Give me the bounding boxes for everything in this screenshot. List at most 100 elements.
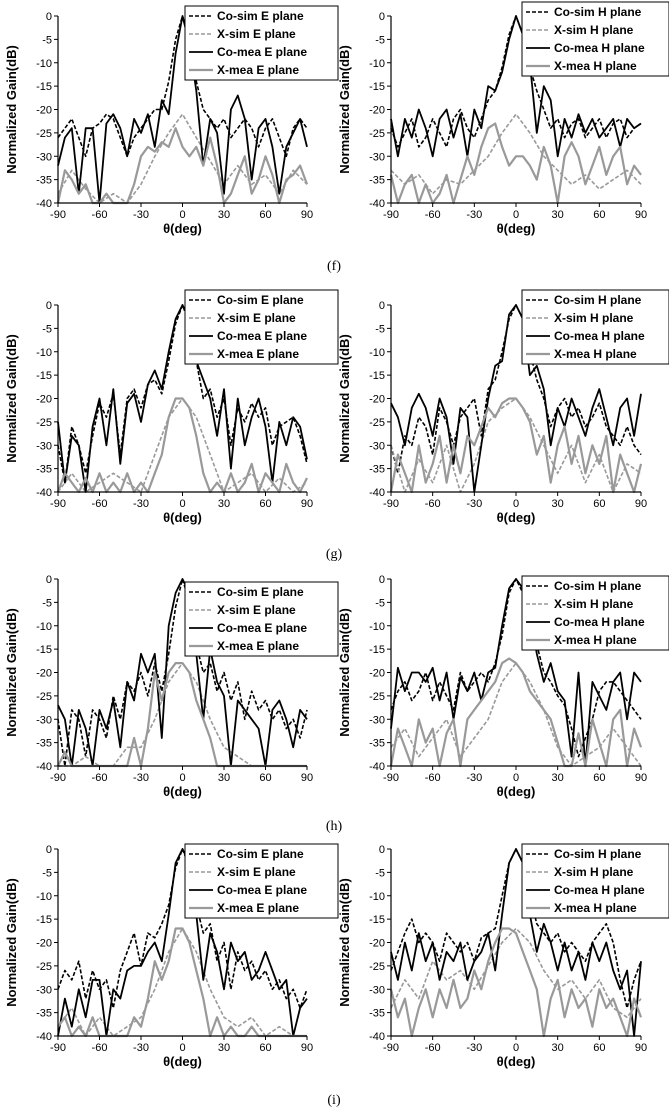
y-tick-label: -35 [369,738,385,750]
x-tick-label: -30 [466,772,482,784]
x-tick-label: -60 [425,209,441,221]
panel-f-left: 0 -5 -10 -15 -20 -25 -30 -35 -40-90 -60 -30 0 30 60 90… [4,5,339,236]
y-tick-label: -5 [375,34,385,46]
legend: Co-sim E plane X-sim E plane Co-mea E plan… [184,5,339,81]
x-tick-label: -30 [133,209,149,221]
y-tick-label: -30 [36,714,52,726]
x-tick-label: -60 [92,772,108,784]
panel-h-left: 0 -5 -10 -15 -20 -25 -30 -35 -40-90 -60 -30 0 30 60 90… [4,574,339,799]
legend-label: X-mea H plane [554,347,637,361]
y-tick-label: 0 [46,11,52,23]
legend-label: Co-mea E plane [217,329,307,343]
legend-label: Co-sim H plane [554,293,642,307]
x-tick-label: 90 [635,498,647,510]
x-tick-label: 0 [179,498,185,510]
y-tick-label: -5 [375,597,385,609]
x-tick-label: -90 [383,498,399,510]
y-axis-label: Normalized Gain(dB) [337,45,352,174]
y-tick-label: -25 [36,691,52,703]
panel-h-right: 0 -5 -10 -15 -20 -25 -30 -35 -40-90 -60 -30 0 30 60 90… [337,574,669,799]
y-tick-label: -20 [369,668,385,680]
panel-g-right: 0 -5 -10 -15 -20 -25 -30 -35 -40-90 -60 -30 0 30 60 90… [337,289,669,525]
legend-label: Co-mea H plane [554,41,645,55]
x-tick-label: 90 [635,1042,647,1054]
series-line-co-mea [57,848,308,1037]
legend-label: X-sim H plane [554,865,634,879]
y-tick-label: 0 [379,11,385,23]
y-tick-label: -5 [375,323,385,335]
x-tick-label: 90 [635,772,647,784]
y-tick-label: -10 [369,891,385,903]
series-line-co-mea [390,578,642,767]
series-line-x-mea [56,397,308,494]
legend-box [521,575,669,651]
legend: Co-sim E plane X-sim E plane Co-mea E plan… [184,581,339,657]
legend: Co-sim H plane X-sim H plane Co-mea H plan… [521,843,669,919]
y-axis-label: Normalized Gain(dB) [4,45,19,174]
legend-label: Co-sim H plane [554,5,642,19]
x-tick-label: -90 [50,209,66,221]
y-tick-label: -30 [369,984,385,996]
x-tick-label: -60 [92,209,108,221]
y-tick-label: -40 [36,1031,52,1043]
legend-label: Co-sim E plane [217,293,304,307]
y-tick-label: -15 [36,914,52,926]
legend-box [184,843,339,919]
legend-label: X-mea E plane [217,639,299,653]
legend-label: X-mea E plane [217,63,299,77]
y-tick-label: -15 [36,644,52,656]
x-axis-label: θ(deg) [497,1054,536,1069]
panel-g-left: 0 -5 -10 -15 -20 -25 -30 -35 -40-90 -60 -30 0 30 60 90… [4,289,339,525]
y-tick-label: 0 [379,300,385,312]
legend-label: Co-mea E plane [217,883,307,897]
x-tick-label: 90 [635,209,647,221]
series-line-x-mea [389,397,643,494]
series-line-x-mea [389,927,643,1038]
legend-label: Co-mea H plane [554,615,645,629]
legend-label: X-mea H plane [554,59,637,73]
y-tick-label: -30 [369,151,385,163]
y-tick-label: -25 [369,417,385,429]
x-tick-label: -60 [425,498,441,510]
legend-box [521,1,669,77]
caption-i: (i) [327,1093,341,1108]
y-tick-label: -5 [375,867,385,879]
y-tick-label: -25 [369,691,385,703]
y-tick-label: -10 [36,621,52,633]
y-tick-label: -40 [369,761,385,773]
y-tick-label: -40 [36,761,52,773]
series-line-x-sim [390,113,642,195]
legend-label: Co-sim E plane [217,847,304,861]
y-tick-label: -35 [36,738,52,750]
x-tick-label: 60 [259,498,271,510]
y-tick-label: 0 [46,844,52,856]
y-tick-label: -25 [369,128,385,140]
y-tick-label: -10 [369,621,385,633]
series-line-x-mea [389,122,642,205]
x-tick-label: 90 [301,498,313,510]
series-line-co-sim [57,578,308,767]
x-tick-label: 30 [552,772,564,784]
y-tick-label: -5 [42,323,52,335]
y-tick-label: -25 [36,128,52,140]
y-tick-label: -40 [369,487,385,499]
y-tick-label: -35 [36,175,52,187]
x-tick-label: 60 [593,498,605,510]
legend-label: Co-sim H plane [554,847,642,861]
y-axis-label: Normalized Gain(dB) [4,608,19,737]
x-tick-label: 30 [218,772,230,784]
legend-label: X-mea E plane [217,901,299,915]
y-tick-label: -35 [369,175,385,187]
x-tick-label: 60 [259,772,271,784]
legend-box [184,289,339,365]
y-tick-label: -15 [36,81,52,93]
x-axis-label: θ(deg) [497,784,536,799]
legend: Co-sim H plane X-sim H plane Co-mea H plan… [521,289,669,365]
x-tick-label: -90 [383,1042,399,1054]
y-tick-label: -35 [36,464,52,476]
x-tick-label: -60 [425,772,441,784]
y-tick-label: -20 [36,668,52,680]
legend-label: X-mea H plane [554,633,637,647]
x-tick-label: 0 [513,209,519,221]
